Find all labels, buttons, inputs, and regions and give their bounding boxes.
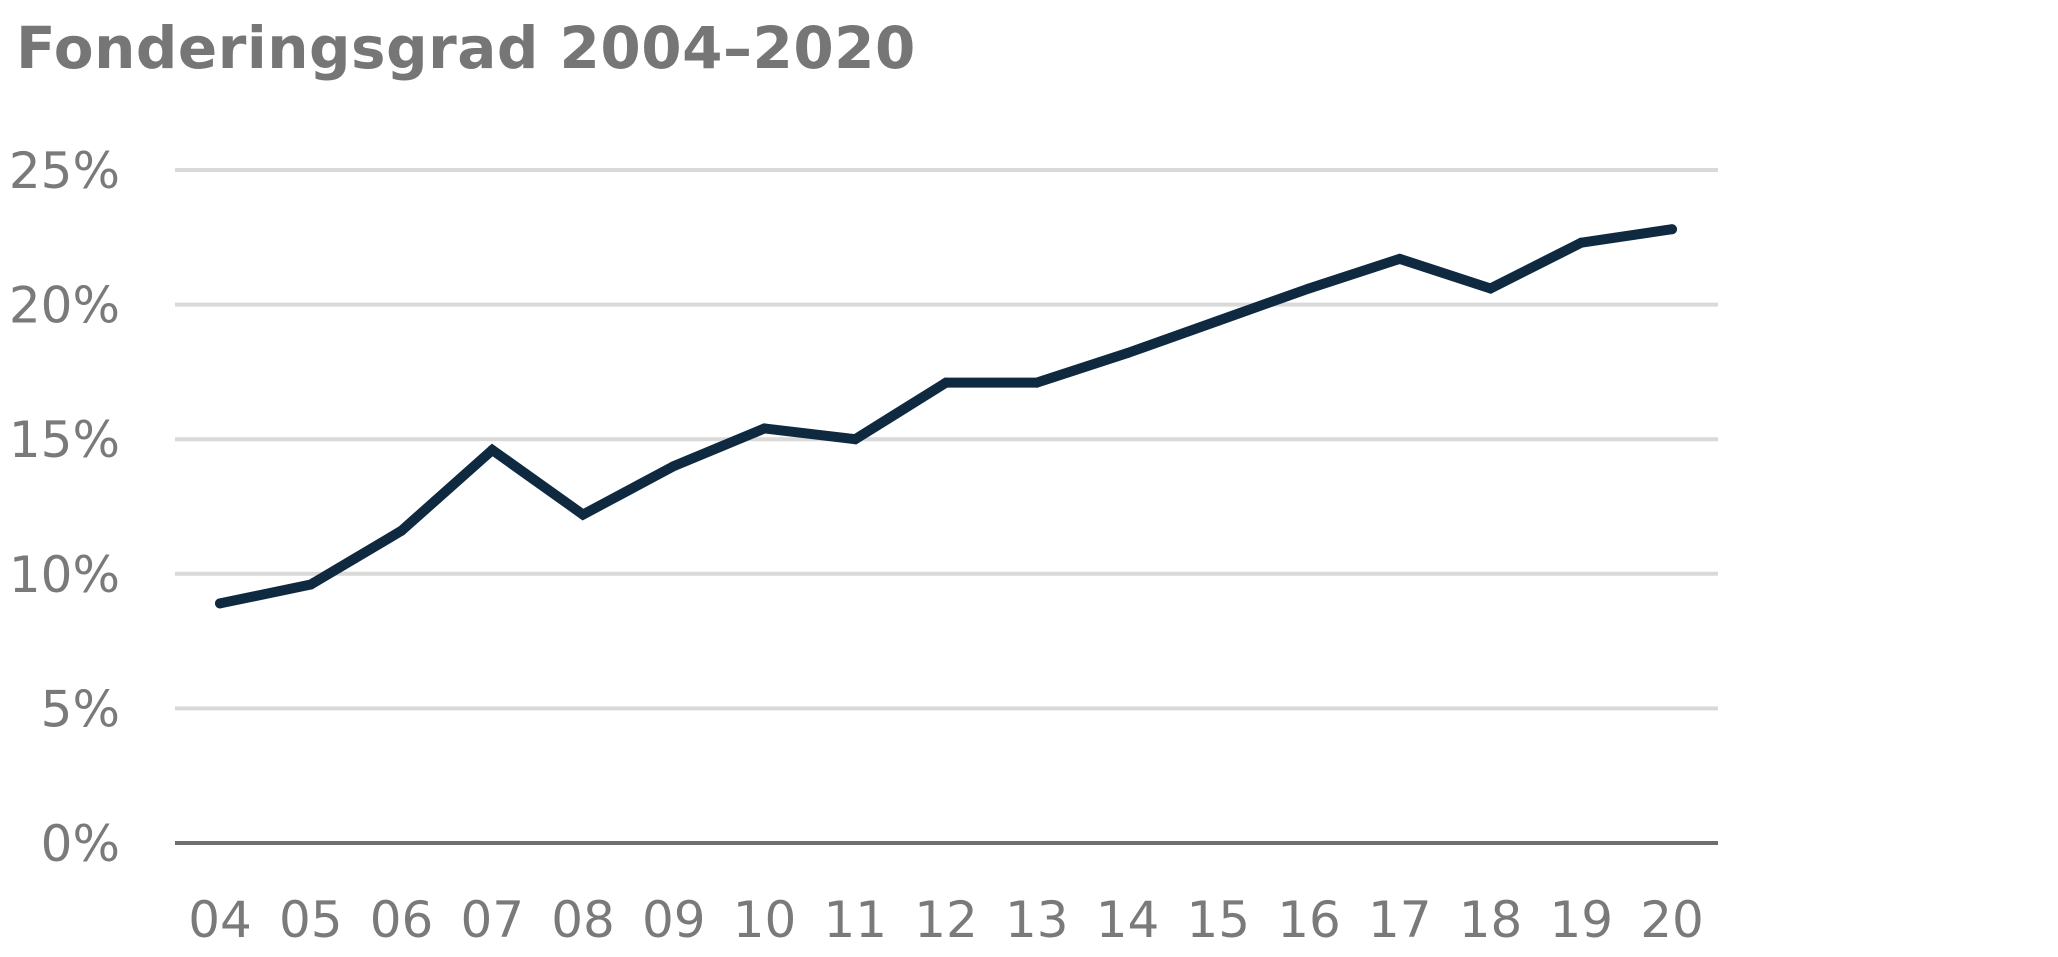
chart-title: Fonderingsgrad 2004–2020 <box>16 14 916 82</box>
x-tick-label: 10 <box>733 891 797 949</box>
data-point <box>396 525 407 536</box>
data-point <box>305 579 316 590</box>
x-tick-label: 04 <box>188 891 252 949</box>
y-tick-label: 0% <box>41 815 120 873</box>
x-tick-label: 16 <box>1277 891 1341 949</box>
data-point <box>487 444 498 455</box>
data-point <box>941 377 951 388</box>
data-point <box>215 598 225 609</box>
x-tick-label: 18 <box>1459 891 1523 949</box>
x-axis-ticks: 04 05 06 07 08 09 10 11 12 13 14 15 16 17 18 19 20 <box>188 891 1704 949</box>
x-tick-label: 14 <box>1096 891 1160 949</box>
x-tick-label: 20 <box>1640 891 1704 949</box>
data-point <box>1667 224 1677 235</box>
series-line <box>215 224 1677 609</box>
data-point <box>578 509 588 520</box>
x-tick-label: 06 <box>370 891 434 949</box>
y-tick-label: 10% <box>9 546 120 604</box>
gridlines <box>175 168 1718 845</box>
x-tick-label: 13 <box>1005 891 1069 949</box>
x-tick-label: 07 <box>460 891 524 949</box>
y-tick-label: 15% <box>9 411 120 469</box>
x-tick-label: 05 <box>279 891 343 949</box>
x-tick-label: 12 <box>914 891 978 949</box>
y-tick-label: 20% <box>9 277 120 335</box>
y-tick-label: 5% <box>41 680 120 738</box>
x-tick-label: 17 <box>1368 891 1432 949</box>
data-point <box>1031 377 1042 388</box>
data-point <box>759 423 770 434</box>
data-point <box>1304 283 1314 294</box>
data-point <box>1485 283 1496 294</box>
x-tick-label: 15 <box>1186 891 1250 949</box>
data-point <box>850 434 861 445</box>
y-axis-ticks: 0% 5% 10% 15% 20% 25% <box>9 142 120 873</box>
data-point <box>1576 237 1587 248</box>
data-point <box>1213 315 1224 326</box>
data-point <box>668 461 679 472</box>
x-tick-label: 08 <box>551 891 615 949</box>
series-layer <box>215 224 1677 609</box>
x-tick-label: 11 <box>823 891 887 949</box>
x-tick-label: 19 <box>1549 891 1613 949</box>
y-tick-label: 25% <box>9 142 120 200</box>
data-point <box>1394 253 1405 264</box>
data-point <box>1122 348 1133 359</box>
x-tick-label: 09 <box>642 891 706 949</box>
